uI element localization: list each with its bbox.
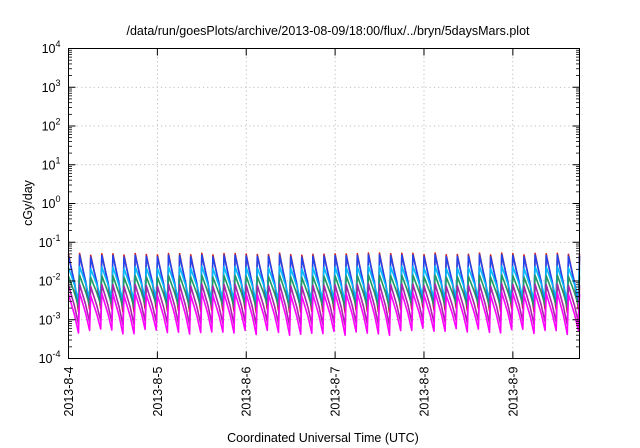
x-tick-label: 2013-8-5 (151, 366, 165, 416)
y-tick-label: 10-2 (39, 272, 61, 289)
y-tick-label-base: 10 (42, 120, 56, 134)
x-axis-label: Coordinated Universal Time (UTC) (227, 431, 419, 445)
x-tick-label: 2013-8-9 (506, 366, 520, 416)
y-axis-label: cGy/day (21, 179, 35, 226)
y-tick-label-base: 10 (39, 313, 53, 327)
x-tick-label: 2013-8-4 (62, 366, 76, 416)
y-tick-label: 104 (42, 39, 61, 56)
y-tick-label: 102 (42, 117, 61, 134)
y-tick-label-base: 10 (42, 81, 56, 95)
y-tick-label-exponent: 2 (55, 117, 60, 127)
y-tick-label-base: 10 (39, 275, 53, 289)
y-tick-label: 103 (42, 78, 61, 95)
y-tick-label: 10-4 (39, 349, 61, 366)
y-tick-label: 10-3 (39, 310, 61, 327)
x-tick-label: 2013-8-8 (417, 366, 431, 416)
y-tick-label-base: 10 (39, 236, 53, 250)
y-tick-label: 10-1 (39, 233, 61, 250)
y-tick-label-exponent: -3 (52, 310, 60, 320)
y-tick-label: 101 (42, 155, 61, 172)
y-tick-label-exponent: 3 (55, 78, 60, 88)
series-line-6 (67, 291, 581, 336)
x-tick-label: 2013-8-7 (329, 366, 343, 416)
y-tick-label-exponent: 1 (55, 155, 60, 165)
y-tick-label-base: 10 (42, 197, 56, 211)
y-tick-label-exponent: -2 (52, 272, 60, 282)
data-series (67, 252, 581, 336)
y-tick-label-base: 10 (42, 158, 56, 172)
chart-title: /data/run/goesPlots/archive/2013-08-09/1… (126, 24, 530, 38)
y-tick-label-base: 10 (39, 352, 53, 366)
y-tick-label: 100 (42, 194, 61, 211)
y-tick-label-base: 10 (42, 42, 56, 56)
y-tick-label-exponent: 0 (55, 194, 60, 204)
y-tick-label-exponent: -1 (52, 233, 60, 243)
y-tick-label-exponent: 4 (55, 39, 60, 49)
y-tick-label-exponent: -4 (52, 349, 60, 359)
x-tick-label: 2013-8-6 (240, 366, 254, 416)
plot-frame (68, 48, 580, 359)
